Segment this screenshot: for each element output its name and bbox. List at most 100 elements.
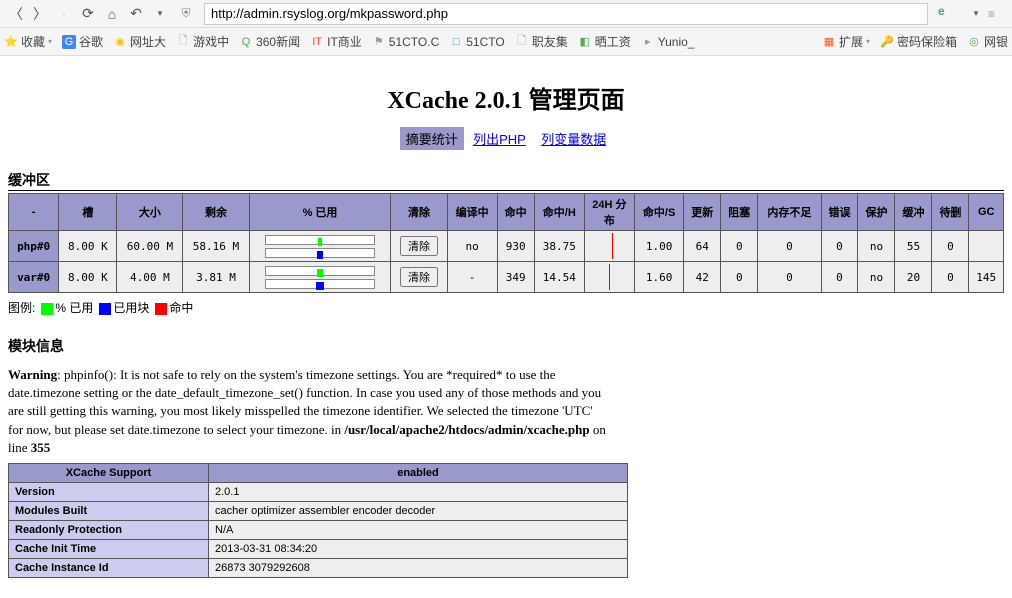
dropdown-icon[interactable]: ▾ (148, 2, 172, 26)
info-key: Cache Init Time (9, 539, 209, 558)
bookmark-item[interactable]: ◎网银 (967, 33, 1008, 50)
bookmark-label: 晒工资 (595, 33, 631, 50)
url-input[interactable] (204, 3, 928, 25)
bookmark-label: Yunio_ (658, 35, 695, 49)
legend-swatch (41, 303, 53, 315)
info-key: Modules Built (9, 501, 209, 520)
home-button[interactable]: ⌂ (100, 2, 124, 26)
nav-tab[interactable]: 列变量数据 (535, 127, 612, 150)
clear-cell: 清除 (391, 231, 447, 262)
warning-path: /usr/local/apache2/htdocs/admin/xcache.p… (344, 422, 589, 437)
bookmarks-bar: ⭐收藏▾ G谷歌 ◉网址大 🗋游戏中 Q360新闻 ITIT商业 ⚑51CTO.C □51CT… (0, 28, 1012, 56)
bookmark-item[interactable]: ▸Yunio_ (641, 33, 695, 50)
info-value: N/A (209, 520, 628, 539)
cache-row-label: var#0 (9, 262, 59, 293)
info-key: Cache Instance Id (9, 558, 209, 577)
cache-table: -槽大小剩余% 已用清除编译中命中命中/H24H 分布命中/S更新阻塞内存不足错… (8, 193, 1004, 293)
cache-header-cell: 内存不足 (758, 194, 821, 231)
cache-cell: 0 (758, 231, 821, 262)
cache-cell: 0 (821, 262, 858, 293)
module-section-title: 模块信息 (8, 336, 1004, 356)
menu-icon[interactable]: ≡ (988, 7, 1008, 21)
bookmark-item[interactable]: 🗋游戏中 (176, 33, 229, 50)
bookmark-label: 密码保险箱 (897, 33, 957, 50)
info-value: 2.0.1 (209, 482, 628, 501)
bookmark-item[interactable]: ⭐收藏▾ (4, 33, 52, 50)
cache-cell: 55 (895, 231, 932, 262)
bookmark-icon: Q (239, 35, 253, 49)
bookmark-label: 扩展 (839, 33, 863, 50)
bookmark-icon: ▸ (641, 35, 655, 49)
forward-button[interactable]: 〉 (28, 2, 52, 26)
cache-header-cell: 清除 (391, 194, 447, 231)
ie-icon[interactable]: e (938, 4, 958, 24)
bookmark-label: 网址大 (130, 33, 166, 50)
info-key: Readonly Protection (9, 520, 209, 539)
cache-cell: 8.00 K (59, 262, 117, 293)
clear-cell: 清除 (391, 262, 447, 293)
clear-button[interactable]: 清除 (400, 236, 438, 256)
nav-separator: · (52, 2, 76, 26)
refresh-button[interactable]: ⟳ (76, 2, 100, 26)
bookmark-item[interactable]: ⚑51CTO.C (372, 33, 439, 50)
cache-cell: 42 (684, 262, 721, 293)
legend-label: % 已用 (55, 301, 93, 315)
usage-progress-cell (249, 231, 391, 262)
info-key: Version (9, 482, 209, 501)
cache-header-cell: 错误 (821, 194, 858, 231)
nav-tab[interactable]: 列出PHP (467, 127, 532, 150)
cache-header-cell: % 已用 (249, 194, 391, 231)
bookmark-item[interactable]: G谷歌 (62, 33, 103, 50)
bookmark-icon: G (62, 35, 76, 49)
bookmark-item[interactable]: □51CTO (449, 33, 504, 50)
clear-button[interactable]: 清除 (400, 267, 438, 287)
distribution-cell (584, 262, 634, 293)
warning-text: Warning: phpinfo(): It is not safe to re… (8, 366, 608, 457)
legend-label: 命中 (169, 301, 193, 315)
cache-cell: 64 (684, 231, 721, 262)
bookmark-item[interactable]: ITIT商业 (310, 33, 362, 50)
bookmark-item[interactable]: 🗋职友集 (515, 33, 568, 50)
cache-header-cell: 编译中 (447, 194, 497, 231)
back-button[interactable]: 〈 (4, 2, 28, 26)
nav-tab[interactable]: 摘要统计 (400, 127, 464, 150)
bookmark-item[interactable]: Q360新闻 (239, 33, 300, 50)
cache-cell: 930 (497, 231, 534, 262)
cache-cell: 145 (969, 262, 1004, 293)
cache-cell: - (447, 262, 497, 293)
cache-row: php#08.00 K60.00 M58.16 M清除no93038.751.0… (9, 231, 1004, 262)
warning-line: 355 (31, 440, 51, 455)
bookmark-icon: ◧ (578, 35, 592, 49)
bookmark-icon: 🗋 (515, 35, 529, 49)
bookmark-item[interactable]: ◉网址大 (113, 33, 166, 50)
info-header-left: XCache Support (9, 463, 209, 482)
buffer-section-title: 缓冲区 (8, 170, 1004, 191)
bookmark-item[interactable]: ◧晒工资 (578, 33, 631, 50)
cache-cell: 0 (721, 231, 758, 262)
info-value: 26873 3079292608 (209, 558, 628, 577)
cache-cell (969, 231, 1004, 262)
bookmark-icon: ▦ (822, 35, 836, 49)
cache-cell: 8.00 K (59, 231, 117, 262)
info-row: Readonly ProtectionN/A (9, 520, 628, 539)
cache-cell: 0 (821, 231, 858, 262)
cache-cell: 58.16 M (183, 231, 249, 262)
bookmark-item[interactable]: ▦扩展▾ (822, 33, 870, 50)
page-title: XCache 2.0.1 管理页面 (8, 80, 1004, 115)
bookmark-label: 谷歌 (79, 33, 103, 50)
url-dropdown-icon[interactable]: ▾ (964, 2, 988, 26)
undo-button[interactable]: ↶ (124, 2, 148, 26)
bookmark-label: 51CTO (466, 35, 504, 49)
bookmark-label: 360新闻 (256, 33, 300, 50)
bookmark-label: IT商业 (327, 33, 362, 50)
cache-cell: 3.81 M (183, 262, 249, 293)
cache-header-cell: 命中/H (534, 194, 584, 231)
shield-icon[interactable]: ⛨ (176, 4, 196, 24)
info-row: Cache Init Time2013-03-31 08:34:20 (9, 539, 628, 558)
bookmark-label: 网银 (984, 33, 1008, 50)
cache-cell: 0 (758, 262, 821, 293)
cache-cell: 0 (721, 262, 758, 293)
legend: 图例:% 已用已用块命中 (8, 299, 1004, 316)
bookmark-item[interactable]: 🔑密码保险箱 (880, 33, 957, 50)
cache-header-cell: 缓冲 (895, 194, 932, 231)
